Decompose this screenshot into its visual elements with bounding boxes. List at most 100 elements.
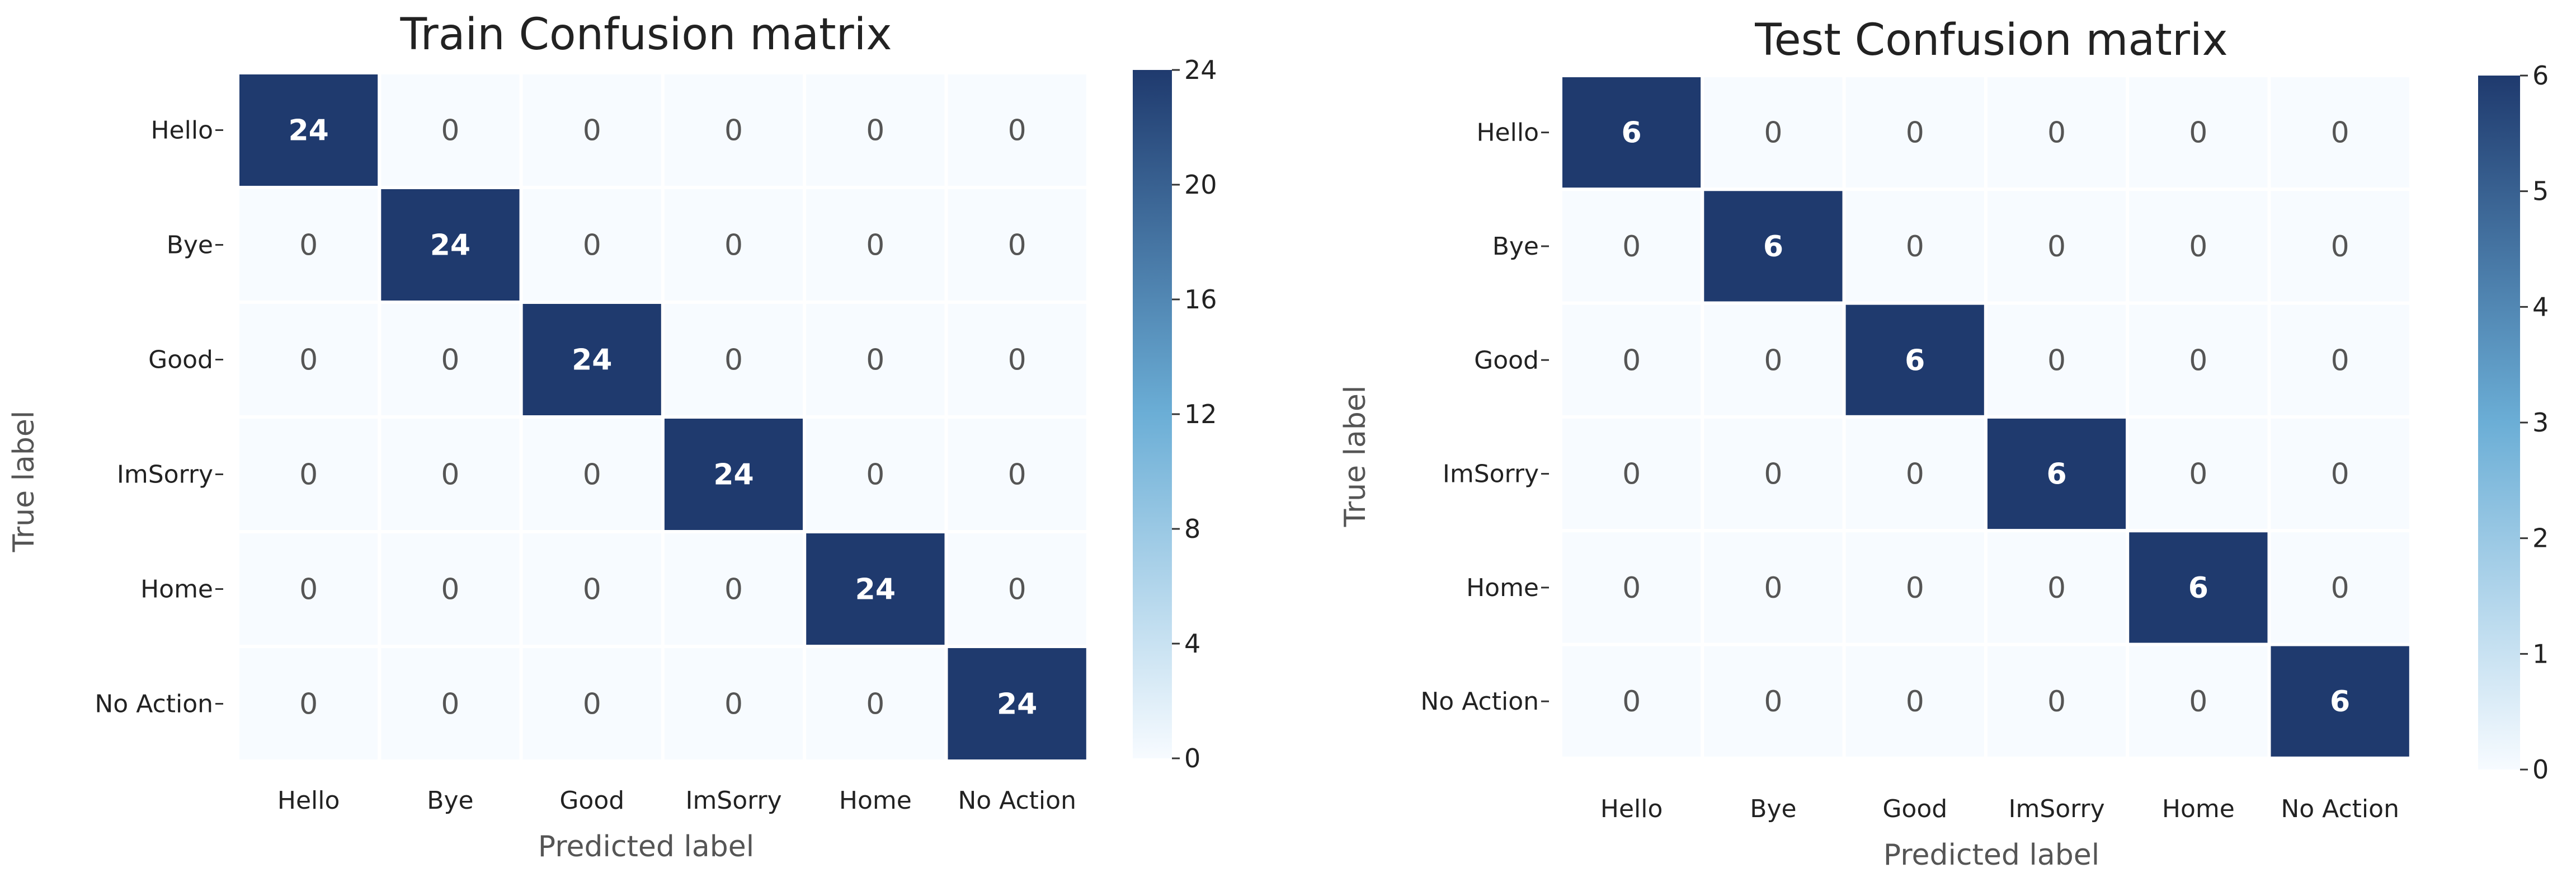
cell-value-label: 0 bbox=[2189, 344, 2207, 377]
x-tick-label: Good bbox=[1882, 795, 1947, 823]
cell-value-label: 0 bbox=[1008, 344, 1026, 377]
colorbar-tick-label: 0 bbox=[1184, 743, 1200, 773]
cell-value-label: 0 bbox=[583, 688, 601, 721]
colorbar-tick-label: 20 bbox=[1184, 170, 1217, 200]
cell-value-label: 0 bbox=[1622, 344, 1641, 377]
x-tick-label: ImSorry bbox=[685, 786, 781, 815]
y-tick-label: Home bbox=[1466, 574, 1539, 602]
y-tick-label: Hello bbox=[1476, 119, 1539, 147]
colorbar-tick-label: 4 bbox=[2532, 292, 2549, 322]
train-colorbar: 0 4 8 12 16 20 24 bbox=[1133, 55, 1217, 773]
cell-value-label: 0 bbox=[299, 458, 318, 492]
cell-value-label: 0 bbox=[2189, 685, 2207, 719]
train-y-tick-labels: Hello Bye Good ImSorry Home No Action bbox=[95, 116, 223, 719]
cell-value-label: 24 bbox=[713, 458, 754, 492]
cell-value-label: 0 bbox=[1764, 571, 1782, 605]
test-cells: 6 0 0 0 0 0 0 6 0 0 0 0 0 0 6 0 0 0 0 0 0 6 0 0 0 0 0 0 6 0 0 0 0 0 0 6 bbox=[1559, 74, 2413, 760]
cell-value-label: 0 bbox=[1764, 458, 1782, 491]
cell-value-label: 0 bbox=[2331, 344, 2349, 377]
cell-value-label: 0 bbox=[2047, 685, 2066, 719]
y-tick-label: Good bbox=[1474, 346, 1539, 374]
heatmap-cell bbox=[2126, 187, 2271, 305]
cell-value-label: 0 bbox=[1764, 685, 1782, 719]
test-panel: Test Confusion matrix 6 0 0 0 0 0 0 6 0 0 0 0 0 0 6 0 0 0… bbox=[1339, 15, 2549, 872]
cell-value-label: 0 bbox=[2331, 571, 2349, 605]
cell-value-label: 0 bbox=[2331, 116, 2349, 150]
cell-value-label: 0 bbox=[866, 344, 884, 377]
heatmap-cell bbox=[803, 415, 948, 533]
heatmap-cell bbox=[944, 186, 1090, 304]
cell-value-label: 24 bbox=[288, 114, 328, 148]
cell-value-label: 0 bbox=[583, 458, 601, 492]
heatmap-cell bbox=[661, 301, 807, 419]
cell-value-label: 0 bbox=[2047, 344, 2066, 377]
x-tick-label: Bye bbox=[1750, 795, 1796, 823]
y-tick-label: Home bbox=[140, 575, 213, 604]
colorbar-tick-label: 2 bbox=[2532, 523, 2549, 554]
heatmap-cell bbox=[519, 415, 665, 533]
cell-value-label: 0 bbox=[1906, 230, 1924, 264]
y-tick-label: Bye bbox=[1492, 232, 1539, 261]
cell-value-label: 0 bbox=[724, 688, 743, 721]
heatmap-cell bbox=[1559, 529, 1704, 646]
cell-value-label: 0 bbox=[1622, 685, 1641, 719]
heatmap-cell bbox=[1842, 187, 1988, 305]
colorbar-tick-label: 5 bbox=[2532, 176, 2549, 207]
train-title: Train Confusion matrix bbox=[400, 10, 892, 60]
cell-value-label: 0 bbox=[1906, 571, 1924, 605]
heatmap-cell bbox=[1701, 187, 1846, 305]
cell-value-label: 24 bbox=[855, 573, 896, 607]
y-tick-label: No Action bbox=[1420, 687, 1539, 716]
colorbar-tick-label: 1 bbox=[2532, 639, 2549, 669]
test-xlabel: Predicted label bbox=[1883, 838, 2099, 872]
cell-value-label: 6 bbox=[1622, 116, 1642, 150]
heatmap-cell bbox=[378, 71, 523, 189]
x-tick-label: Home bbox=[2162, 795, 2235, 823]
cell-value-label: 0 bbox=[2331, 458, 2349, 491]
heatmap-cell bbox=[378, 186, 523, 304]
x-tick-label: Bye bbox=[427, 786, 473, 815]
heatmap-cell bbox=[944, 645, 1090, 763]
cell-value-label: 0 bbox=[724, 229, 743, 262]
heatmap-cell bbox=[1701, 301, 1846, 419]
heatmap-cell bbox=[1984, 529, 2130, 646]
heatmap-cell bbox=[1842, 301, 1988, 419]
cell-value-label: 0 bbox=[441, 573, 459, 607]
colorbar-tick-label: 12 bbox=[1184, 399, 1217, 429]
cell-value-label: 0 bbox=[866, 229, 884, 262]
x-tick-label: No Action bbox=[958, 786, 1076, 815]
heatmap-cell bbox=[236, 645, 382, 763]
cell-value-label: 0 bbox=[1622, 458, 1641, 491]
train-x-tick-labels: Hello Bye Good ImSorry Home No Action bbox=[277, 786, 1076, 815]
train-ylabel: True label bbox=[7, 411, 41, 553]
cell-value-label: 24 bbox=[430, 229, 470, 262]
cell-value-label: 0 bbox=[2189, 230, 2207, 264]
heatmap-cell bbox=[236, 71, 382, 189]
colorbar-tick-label: 4 bbox=[1184, 629, 1200, 659]
cell-value-label: 6 bbox=[1905, 344, 1925, 377]
heatmap-cell bbox=[661, 415, 807, 533]
cell-value-label: 0 bbox=[1906, 116, 1924, 150]
heatmap-cell bbox=[2267, 187, 2413, 305]
y-tick-label: Good bbox=[148, 346, 213, 374]
heatmap-cell bbox=[2126, 529, 2271, 646]
heatmap-cell bbox=[378, 415, 523, 533]
cell-value-label: 0 bbox=[583, 114, 601, 148]
cell-value-label: 0 bbox=[2189, 458, 2207, 491]
heatmap-cell bbox=[519, 530, 665, 648]
heatmap-cell bbox=[944, 71, 1090, 189]
cell-value-label: 0 bbox=[441, 458, 459, 492]
train-cells: 24 0 0 0 0 0 0 24 0 0 0 0 0 0 24 0 0 0 0 0 0 24 0 0 0 0 0 0 24 0 0 0 0 0 0… bbox=[236, 71, 1090, 763]
cell-value-label: 0 bbox=[866, 458, 884, 492]
colorbar-tick-label: 6 bbox=[2532, 60, 2549, 91]
cell-value-label: 0 bbox=[1622, 571, 1641, 605]
cell-value-label: 0 bbox=[299, 229, 318, 262]
y-tick-label: ImSorry bbox=[117, 461, 213, 489]
heatmap-cell bbox=[803, 645, 948, 763]
heatmap-cell bbox=[236, 415, 382, 533]
test-ylabel: True label bbox=[1339, 386, 1372, 528]
cell-value-label: 0 bbox=[724, 573, 743, 607]
train-panel: Train Confusion matrix 24 0 0 0 0 0 0 24 0 0 0 0 0 0 2… bbox=[7, 10, 1217, 864]
